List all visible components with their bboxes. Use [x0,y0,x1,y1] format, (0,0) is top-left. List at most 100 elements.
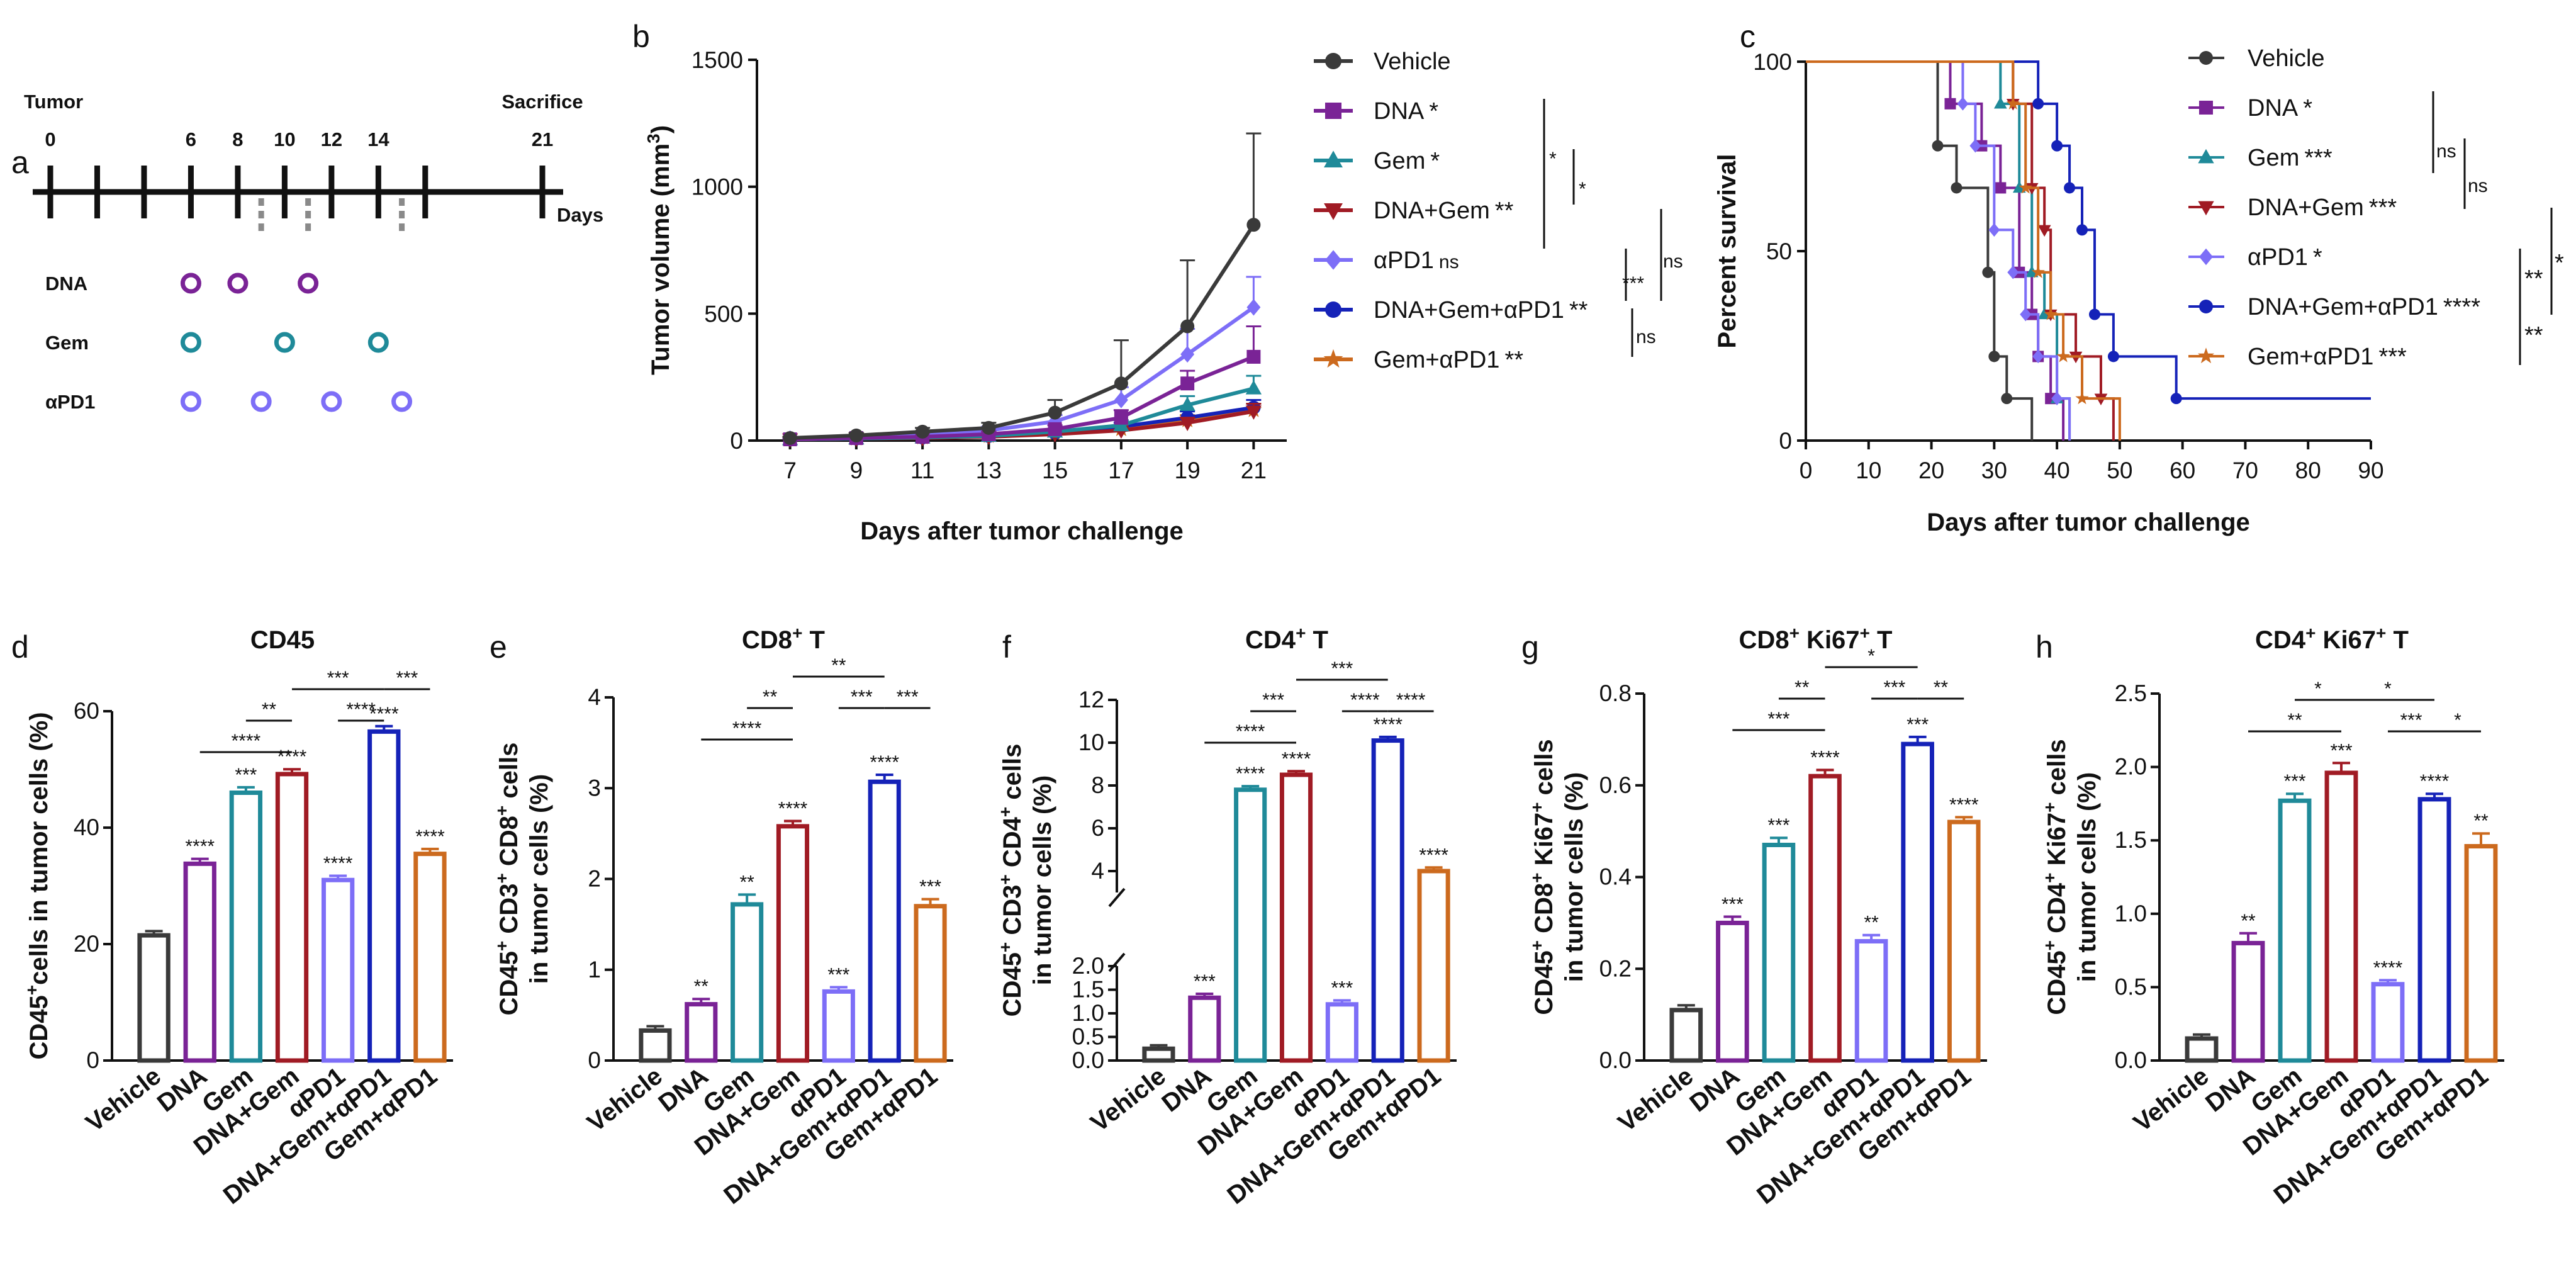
panel-letter: h [2036,629,2053,665]
x-axis-title: Days after tumor challenge [1927,509,2250,536]
chart-title-part: T [1306,626,1328,654]
comparison-label: ns [1636,327,1656,347]
y-axis-title-part: CD8 [495,816,523,873]
x-tick-label: 40 [2044,458,2070,483]
y-axis-title-part: 3 [644,133,663,144]
bar-significance-label: *** [2283,771,2305,792]
censor-marker [2020,307,2032,322]
legend-marker [2197,347,2215,364]
legend-significance: ns [1439,252,1459,273]
dose-circle [298,273,319,294]
y-axis-title-part: + [492,941,512,951]
legend-marker [1325,103,1341,119]
bar-significance-label: *** [2330,740,2352,761]
bar-significance-label: **** [778,799,808,819]
panel-letter: a [11,145,29,180]
bar [367,729,401,1063]
y-tick-label: 1.5 [2115,827,2147,853]
significance-label: * [1868,646,1875,667]
series-line [790,223,1255,440]
y-axis-title-part: + [2040,872,2059,882]
y-tick-label: 0 [1779,428,1792,454]
legend-marker [2199,248,2213,266]
bar-significance-label: **** [277,746,307,767]
significance-label: **** [1350,690,1380,711]
y-tick-label: 0.5 [2115,974,2147,999]
bar-significance-label: *** [1907,714,1929,735]
survival-curve [1806,60,2115,441]
day-label: 8 [232,128,243,150]
dose-circle [367,332,389,353]
bar-significance-label: **** [2373,957,2403,978]
bar [776,824,810,1063]
bar-significance-label: ** [694,976,709,997]
bar-significance-label: **** [1810,747,1840,768]
survival-curve [1806,60,2034,441]
dose-circle [180,332,201,353]
bar-significance-label: **** [2420,771,2450,792]
y-tick-label: 0 [730,428,743,454]
axis-break-mark [1108,952,1126,972]
censor-marker [1988,223,2000,237]
day-label: 21 [532,128,553,150]
y-axis-title-part: cells [2043,739,2071,802]
y-tick-label: 0.2 [1599,955,1632,981]
y-tick-label: 2.5 [2115,680,2147,706]
legend-marker [1323,349,1343,368]
y-axis-title-part: + [995,874,1015,884]
bar-significance-label: *** [1331,978,1353,999]
censor-marker [2088,308,2100,320]
data-point [1246,299,1261,316]
bar [2324,770,2358,1063]
censor-marker [2056,349,2070,363]
data-point [1048,405,1062,420]
bar [1279,772,1313,1063]
dose-circle [321,391,342,412]
y-axis-title-part: CD4 [999,816,1026,874]
data-point [1245,405,1262,420]
chart-title-part: CD4 [1245,626,1296,654]
bar-significance-label: **** [1949,794,1979,815]
y-axis-title-part: + [2040,802,2059,812]
censor-marker [2044,307,2058,320]
data-point [982,420,996,435]
significance-label: *** [1767,709,1789,729]
bar [1669,1008,1703,1063]
y-axis-title-line2: in tumor cells (%) [1029,775,1056,985]
significance-label: *** [1331,658,1353,679]
panel-letter: f [1002,629,1011,665]
significance-label: **** [1236,721,1265,742]
y-axis-title-part: Ki67 [1530,813,1558,873]
bar [868,779,901,1063]
legend-marker [1324,150,1343,168]
bar-significance-label: **** [1373,714,1403,735]
censor-marker [2051,140,2063,152]
legend-label: αPD1 * [2248,244,2322,271]
y-tick-label: 0.0 [1599,1047,1632,1073]
y-axis-title-part: ) [647,125,675,133]
panel-letter: g [1521,629,1539,665]
data-point [1246,349,1261,364]
legend-label: DNA+Gem+αPD1 ** [1374,297,1588,324]
data-point [1114,391,1128,408]
bar [1325,1002,1358,1063]
bar-significance-label: *** [919,877,941,898]
legend-marker [1325,53,1341,69]
significance-label: ** [1934,677,1949,698]
bar [2231,940,2265,1063]
censor-marker [2076,224,2088,236]
y-axis-title: CD45+ CD8+ Ki67+ cells [1527,739,1559,1015]
legend-significance: * [1430,148,1440,174]
legend-marker [1325,301,1341,318]
y-axis-title-line2: in tumor cells (%) [525,774,553,984]
x-tick-label: 20 [1918,458,1944,483]
bar-significance-label: ** [2241,911,2256,931]
y-tick-label: 0 [86,1047,99,1073]
chart-title-part: CD8 [742,626,792,654]
day-label: 0 [45,128,55,150]
y-tick-label: 60 [74,698,99,724]
significance-label: *** [1883,677,1905,698]
x-tick-label: 90 [2358,458,2383,483]
y-axis-title-part: CD4 [2043,882,2071,940]
y-tick-label: 20 [74,931,99,957]
